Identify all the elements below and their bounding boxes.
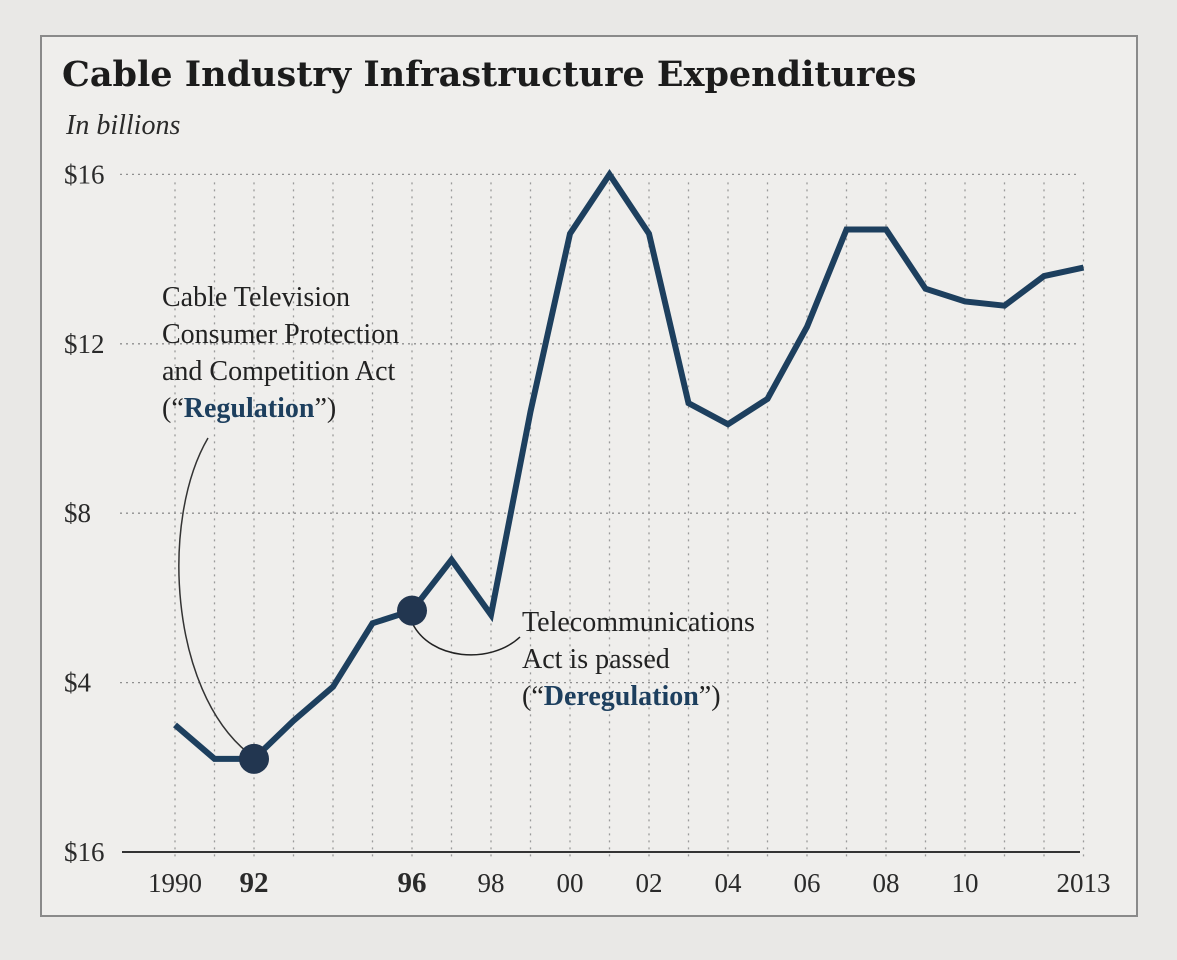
chart-title: Cable Industry Infrastructure Expenditur… xyxy=(62,54,916,95)
annotation-bold: Regulation xyxy=(184,393,315,424)
y-tick-label: $16 xyxy=(64,837,105,867)
y-tick-label: $4 xyxy=(64,668,92,698)
x-tick-label: 1990 xyxy=(148,868,202,898)
x-tick-label: 92 xyxy=(240,867,269,899)
annotation-leader xyxy=(411,622,521,656)
annotation-close: ”) xyxy=(699,681,721,712)
highlight-marker xyxy=(239,743,269,774)
x-tick-label: 08 xyxy=(873,868,900,898)
annotation-line: (“Regulation”) xyxy=(162,393,336,424)
annotation-regulation: Cable Television Consumer Protection and C… xyxy=(162,282,399,424)
x-tick-label: 02 xyxy=(636,868,663,898)
chart-frame xyxy=(40,35,1138,917)
annotation-line: Consumer Protection xyxy=(162,319,399,350)
x-tick-label: 06 xyxy=(794,868,821,898)
x-tick-label: 2013 xyxy=(1057,868,1111,898)
annotation-line: Act is passed xyxy=(522,644,670,675)
annotation-line: Cable Television xyxy=(162,282,350,313)
annotation-line: and Competition Act xyxy=(162,356,396,387)
annotation-leader xyxy=(178,437,249,754)
chart-subtitle: In billions xyxy=(65,110,180,141)
y-tick-label: $12 xyxy=(64,329,105,359)
annotation-close: ”) xyxy=(314,393,336,424)
highlight-marker xyxy=(397,595,427,626)
annotation-bold: Deregulation xyxy=(544,681,699,712)
x-tick-label: 98 xyxy=(478,868,505,898)
y-tick-label: $16 xyxy=(64,159,105,189)
x-tick-label: 96 xyxy=(398,867,427,899)
x-tick-label: 00 xyxy=(557,868,584,898)
x-tick-label: 10 xyxy=(952,868,979,898)
annotation-deregulation: Telecommunications Act is passed (“Deregul… xyxy=(522,607,755,712)
y-tick-label: $8 xyxy=(64,498,91,528)
series-line xyxy=(173,168,1085,762)
x-tick-label: 04 xyxy=(715,868,743,898)
annotation-line: Telecommunications xyxy=(522,607,755,638)
annotation-line: (“Deregulation”) xyxy=(522,681,721,712)
